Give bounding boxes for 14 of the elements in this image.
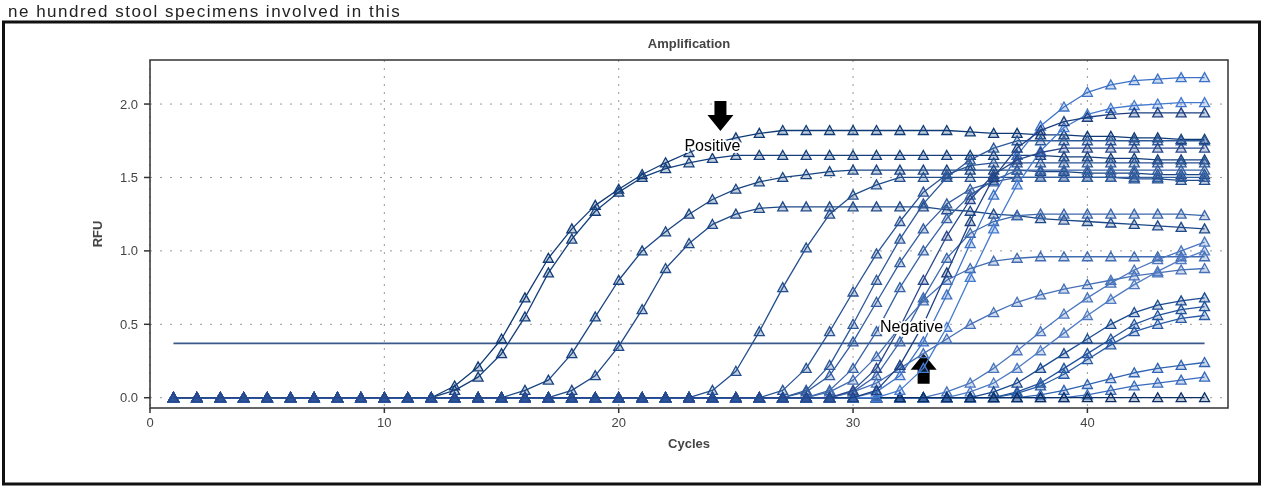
x-tick-label: 10 bbox=[377, 415, 392, 430]
y-tick-label: 0.5 bbox=[119, 316, 138, 332]
text: ne hundred stool specimens involved in this bbox=[8, 2, 402, 21]
x-tick-label: 30 bbox=[845, 415, 861, 430]
y-tick-label: 2.0 bbox=[119, 96, 138, 112]
x-tick-label: 40 bbox=[1080, 415, 1095, 430]
chart-title: Amplification bbox=[647, 36, 731, 51]
y-tick-label: 1.5 bbox=[119, 169, 138, 185]
x-tick-label: 0 bbox=[146, 415, 154, 430]
y-tick-label: 0.0 bbox=[119, 390, 138, 406]
x-axis-title: Cycles bbox=[668, 436, 710, 451]
y-tick-label: 1.0 bbox=[119, 243, 138, 259]
x-tick-label: 20 bbox=[611, 415, 626, 430]
y-axis-title: RFU bbox=[90, 220, 105, 248]
